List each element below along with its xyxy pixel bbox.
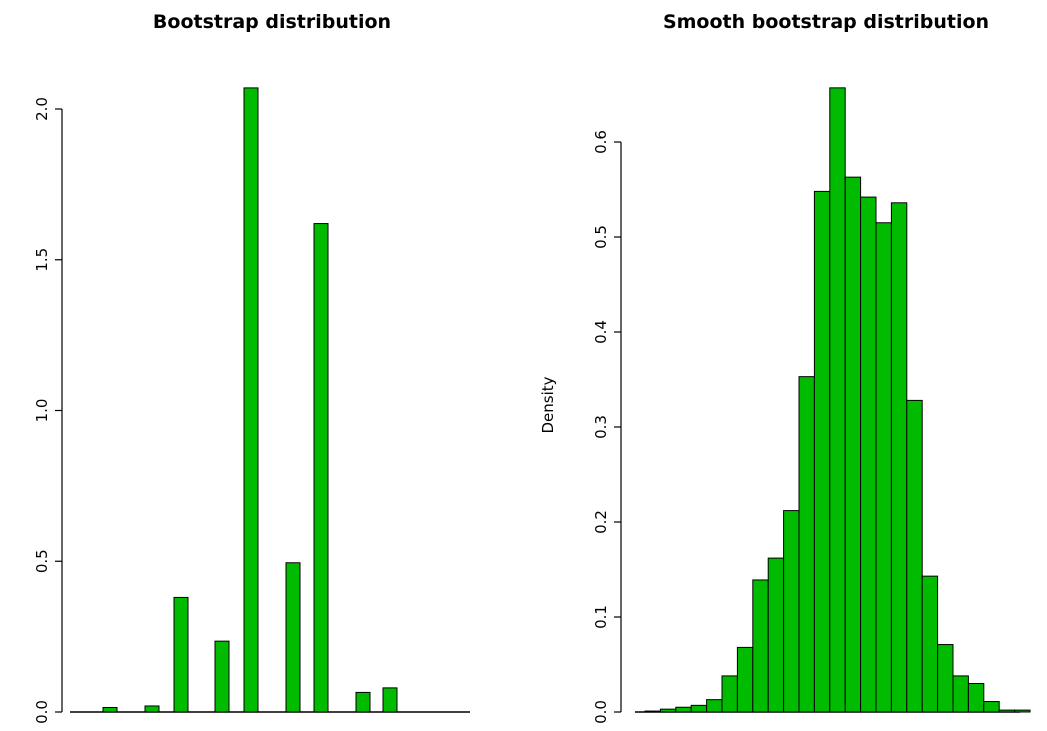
chart-left-bar — [173, 596, 189, 713]
chart-right-y-tick-label: 0.4 — [592, 320, 610, 344]
chart-right-bar — [783, 510, 800, 713]
chart-left-bar — [285, 562, 301, 713]
chart-left-y-tick-label: 0.5 — [33, 549, 51, 573]
chart-left-bar — [313, 223, 329, 713]
chart-right-bar — [875, 222, 892, 713]
chart-right-bar — [983, 701, 1000, 713]
chart-left: Bootstrap distribution 0.0 0.5 1.0 1.5 2.0 — [33, 11, 470, 724]
chart-right-y-tick-label: 0.5 — [592, 225, 610, 249]
chart-right-bar — [937, 644, 954, 713]
chart-left-y-axis: 0.0 0.5 1.0 1.5 2.0 — [33, 97, 470, 724]
chart-right-bar — [1014, 709, 1031, 713]
chart-right-bar — [644, 710, 661, 713]
chart-right-y-tick-label: 0.0 — [592, 700, 610, 724]
chart-right-bar — [659, 708, 677, 713]
chart-right-title: Smooth bootstrap distribution — [663, 11, 989, 33]
chart-right-bar — [736, 646, 754, 713]
chart-right-y-axis-label: Density — [539, 376, 557, 433]
chart-right-bar — [952, 675, 969, 713]
chart-right: Smooth bootstrap distribution Density 0.… — [539, 11, 1031, 724]
chart-right-bar — [921, 575, 939, 713]
chart-right-y-tick-label: 0.2 — [592, 510, 610, 534]
chart-right-bar — [844, 176, 862, 713]
chart-right-bar — [721, 675, 738, 713]
chart-right-bars — [644, 87, 1031, 713]
chart-right-bar — [906, 399, 923, 713]
chart-right-bar — [967, 683, 985, 713]
chart-left-y-tick-label: 0.0 — [33, 700, 51, 724]
chart-right-bar — [690, 704, 708, 713]
chart-left-bar — [214, 640, 230, 713]
chart-right-bar — [829, 87, 846, 713]
chart-left-bar — [243, 87, 259, 713]
chart-left-bars — [102, 87, 398, 713]
chart-right-y-tick-label: 0.1 — [592, 605, 610, 629]
chart-left-y-tick-label: 2.0 — [33, 97, 51, 121]
chart-right-bar — [767, 557, 785, 713]
chart-right-bar — [813, 190, 831, 713]
chart-right-bar — [998, 709, 1016, 713]
chart-left-bar — [382, 687, 398, 713]
chart-left-bar — [102, 706, 118, 713]
chart-right-bar — [890, 202, 908, 713]
chart-right-y-tick-label: 0.3 — [592, 415, 610, 439]
chart-right-bar — [798, 376, 815, 713]
chart-left-bar — [144, 705, 160, 713]
chart-left-y-tick-label: 1.5 — [33, 248, 51, 272]
chart-left-title: Bootstrap distribution — [153, 11, 391, 33]
chart-left-y-tick-label: 1.0 — [33, 399, 51, 423]
chart-right-bar — [706, 699, 723, 713]
chart-left-bar — [355, 691, 371, 713]
chart-right-bar — [675, 706, 692, 713]
chart-right-y-axis: 0.0 0.1 0.2 0.3 0.4 0.5 0.6 — [592, 130, 1020, 724]
chart-right-bar — [752, 579, 769, 713]
chart-right-bar — [860, 196, 877, 713]
chart-right-y-tick-label: 0.6 — [592, 130, 610, 154]
